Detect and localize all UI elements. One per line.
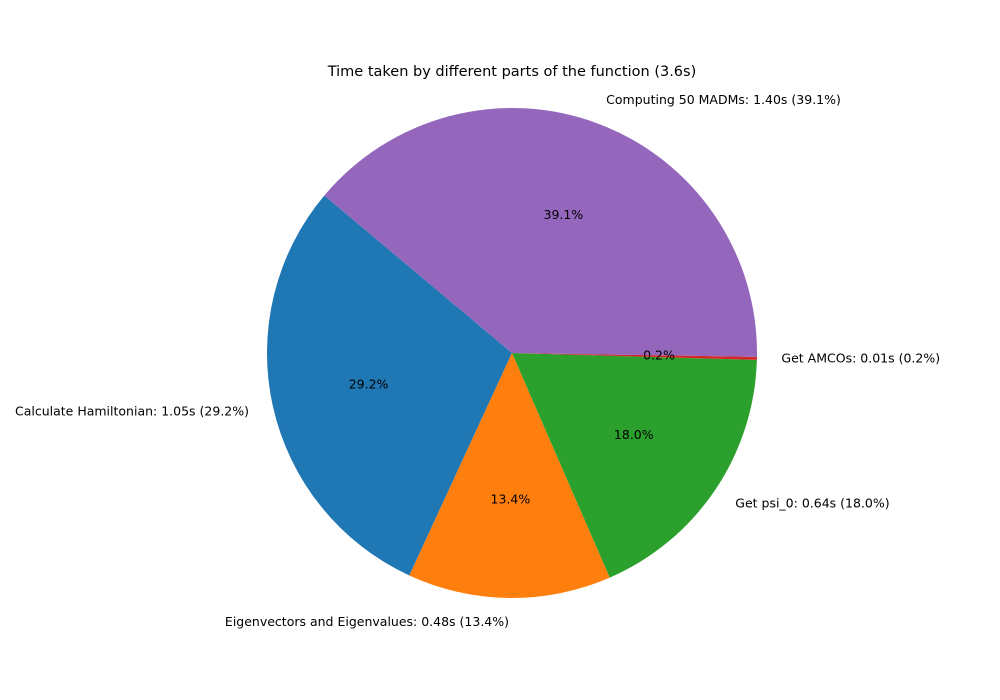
slice-label-3: Get AMCOs: 0.01s (0.2%) [781, 350, 940, 365]
slice-label-1: Eigenvectors and Eigenvalues: 0.48s (13.… [225, 614, 509, 629]
slice-label-4: Computing 50 MADMs: 1.40s (39.1%) [606, 92, 841, 107]
slice-percent-4: 39.1% [544, 207, 584, 222]
pie-slice-2 [512, 353, 757, 578]
slice-label-0: Calculate Hamiltonian: 1.05s (29.2%) [15, 403, 249, 418]
slice-percent-3: 0.2% [643, 348, 675, 363]
slice-label-2: Get psi_0: 0.64s (18.0%) [735, 495, 889, 510]
slice-percent-0: 29.2% [349, 377, 389, 392]
pie-slice-3 [512, 353, 757, 360]
chart-title: Time taken by different parts of the fun… [327, 64, 697, 80]
pie-slices [267, 108, 758, 599]
pie-slice-0 [267, 195, 512, 576]
slice-percent-1: 13.4% [491, 491, 531, 506]
pie-labels: Calculate Hamiltonian: 1.05s (29.2%) 29.2… [15, 92, 940, 629]
pie-slice-1 [409, 353, 610, 599]
slice-percent-2: 18.0% [614, 427, 654, 442]
pie-slice-4 [324, 108, 758, 357]
